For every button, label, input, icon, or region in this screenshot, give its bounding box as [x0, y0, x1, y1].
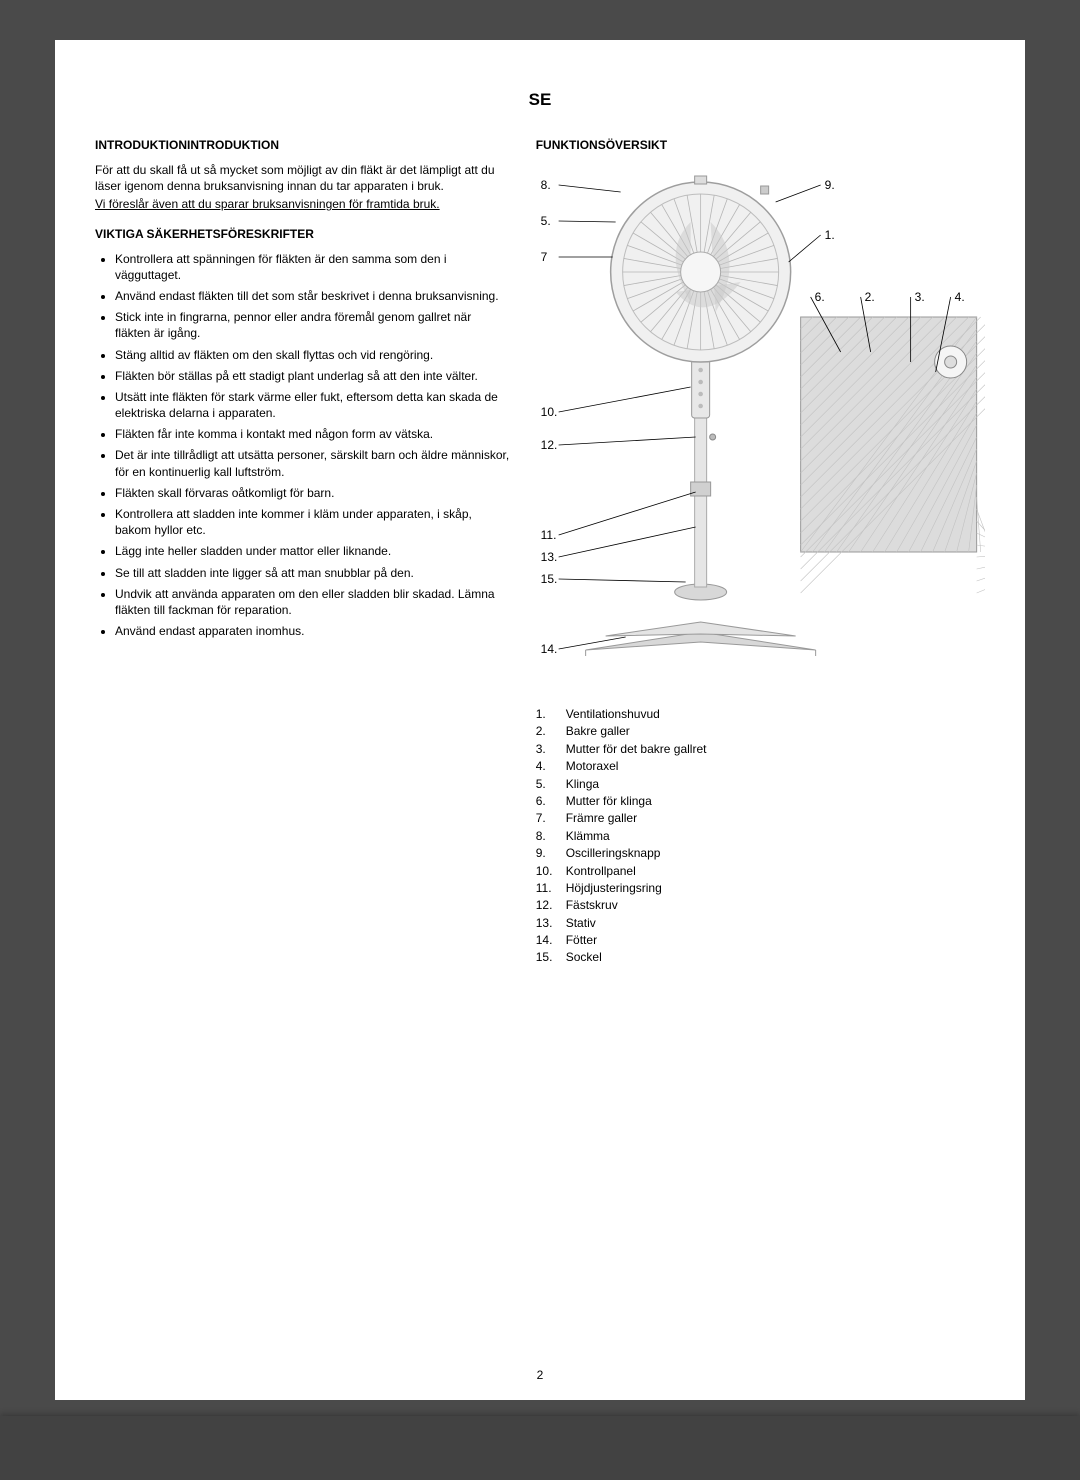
safety-bullet: Kontrollera att sladden inte kommer i kl… — [115, 506, 510, 538]
diagram-svg: 5. 7 8. 10. 11. 12. 13. 14. 15. 1. 2. 3. 4. 6. 9. — [536, 162, 985, 682]
safety-bullet: Det är inte tillrådligt att utsätta pers… — [115, 447, 510, 479]
legend-item: Höjdjusteringsring — [536, 880, 985, 897]
viewer-bottom-bar — [0, 1416, 1080, 1480]
svg-text:7: 7 — [540, 250, 547, 264]
svg-text:1.: 1. — [824, 228, 834, 242]
svg-text:5.: 5. — [540, 214, 550, 228]
safety-bullet: Fläkten får inte komma i kontakt med någ… — [115, 426, 510, 442]
svg-text:9.: 9. — [824, 178, 834, 192]
left-column: INTRODUKTIONINTRODUKTION För att du skal… — [95, 138, 510, 967]
svg-text:3.: 3. — [914, 290, 924, 304]
two-column-layout: INTRODUKTIONINTRODUKTION För att du skal… — [95, 138, 985, 967]
legend-item: Stativ — [536, 915, 985, 932]
svg-text:6.: 6. — [814, 290, 824, 304]
svg-text:14.: 14. — [540, 642, 557, 656]
page-number: 2 — [55, 1368, 1025, 1382]
safety-bullet: Fläkten bör ställas på ett stadigt plant… — [115, 368, 510, 384]
svg-text:15.: 15. — [540, 572, 557, 586]
safety-bullet: Stäng alltid av fläkten om den skall fly… — [115, 347, 510, 363]
svg-text:11.: 11. — [540, 528, 556, 542]
safety-bullet: Kontrollera att spänningen för fläkten ä… — [115, 251, 510, 283]
svg-text:13.: 13. — [540, 550, 557, 564]
right-column: FUNKTIONSÖVERSIKT 5. 7 8. 10. 11. 12. 13. 14. 15… — [536, 138, 985, 967]
legend-item: Motoraxel — [536, 758, 985, 775]
viewer-shell: SE INTRODUKTIONINTRODUKTION För att du s… — [0, 0, 1080, 1480]
overview-heading: FUNKTIONSÖVERSIKT — [536, 138, 985, 152]
legend-item: Fötter — [536, 932, 985, 949]
safety-bullet: Se till att sladden inte ligger så att m… — [115, 565, 510, 581]
svg-text:10.: 10. — [540, 405, 557, 419]
intro-paragraph-1: För att du skall få ut så mycket som möj… — [95, 162, 510, 194]
legend-item: Främre galler — [536, 810, 985, 827]
parts-legend: VentilationshuvudBakre gallerMutter för … — [536, 706, 985, 967]
safety-bullet: Använd endast fläkten till det som står … — [115, 288, 510, 304]
safety-bullet: Undvik att använda apparaten om den elle… — [115, 586, 510, 618]
safety-bullet: Utsätt inte fläkten för stark värme elle… — [115, 389, 510, 421]
svg-text:4.: 4. — [954, 290, 964, 304]
safety-bullet: Stick inte in fingrarna, pennor eller an… — [115, 309, 510, 341]
safety-bullet: Använd endast apparaten inomhus. — [115, 623, 510, 639]
legend-item: Fästskruv — [536, 897, 985, 914]
language-badge: SE — [95, 90, 985, 110]
svg-text:2.: 2. — [864, 290, 874, 304]
legend-item: Bakre galler — [536, 723, 985, 740]
legend-item: Sockel — [536, 949, 985, 966]
legend-item: Kontrollpanel — [536, 863, 985, 880]
manual-page: SE INTRODUKTIONINTRODUKTION För att du s… — [55, 40, 1025, 1400]
safety-heading: VIKTIGA SÄKERHETSFÖRESKRIFTER — [95, 227, 510, 241]
intro-heading: INTRODUKTIONINTRODUKTION — [95, 138, 510, 152]
safety-bullets: Kontrollera att spänningen för fläkten ä… — [95, 251, 510, 640]
legend-item: Ventilationshuvud — [536, 706, 985, 723]
svg-text:8.: 8. — [540, 178, 550, 192]
safety-bullet: Fläkten skall förvaras oåtkomligt för ba… — [115, 485, 510, 501]
legend-item: Mutter för det bakre gallret — [536, 741, 985, 758]
svg-text:12.: 12. — [540, 438, 557, 452]
legend-item: Mutter för klinga — [536, 793, 985, 810]
parts-diagram: 5. 7 8. 10. 11. 12. 13. 14. 15. 1. 2. 3. 4. 6. 9. — [536, 162, 985, 682]
intro-paragraph-2: Vi föreslår även att du sparar bruksanvi… — [95, 196, 510, 212]
safety-bullet: Lägg inte heller sladden under mattor el… — [115, 543, 510, 559]
legend-item: Klinga — [536, 776, 985, 793]
legend-item: Oscilleringsknapp — [536, 845, 985, 862]
legend-item: Klämma — [536, 828, 985, 845]
